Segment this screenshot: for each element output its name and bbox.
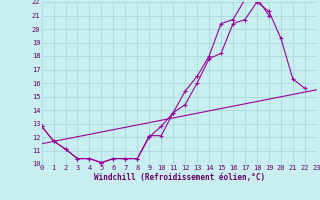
X-axis label: Windchill (Refroidissement éolien,°C): Windchill (Refroidissement éolien,°C) [94,173,265,182]
